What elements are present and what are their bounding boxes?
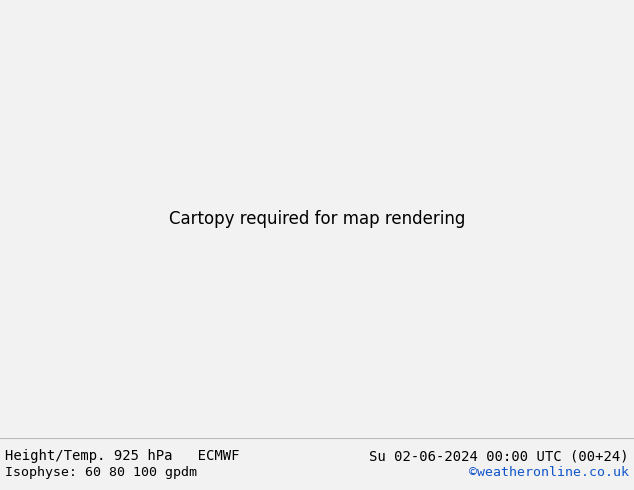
Text: Height/Temp. 925 hPa   ECMWF: Height/Temp. 925 hPa ECMWF <box>5 449 240 464</box>
Text: Su 02-06-2024 00:00 UTC (00+24): Su 02-06-2024 00:00 UTC (00+24) <box>369 449 629 464</box>
Text: Isophyse: 60 80 100 gpdm: Isophyse: 60 80 100 gpdm <box>5 466 197 479</box>
Text: Cartopy required for map rendering: Cartopy required for map rendering <box>169 210 465 228</box>
Text: ©weatheronline.co.uk: ©weatheronline.co.uk <box>469 466 629 479</box>
